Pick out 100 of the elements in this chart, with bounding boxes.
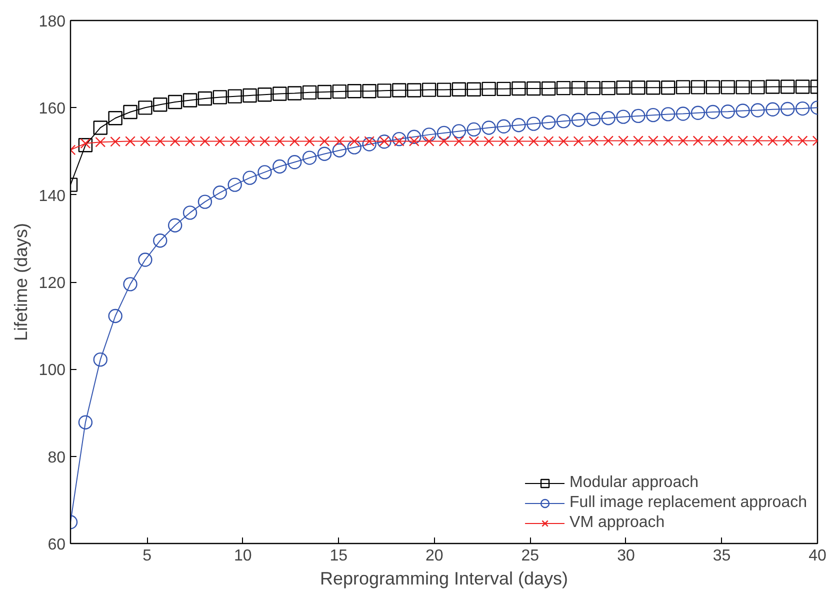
point <box>795 101 810 116</box>
point <box>230 136 240 146</box>
point <box>407 83 422 98</box>
point <box>571 112 586 127</box>
point <box>736 104 750 118</box>
point <box>512 118 526 132</box>
point <box>424 136 434 146</box>
point <box>182 206 198 220</box>
point <box>244 136 255 146</box>
point <box>452 82 466 96</box>
point <box>706 104 720 120</box>
point <box>392 83 406 98</box>
point <box>706 80 720 94</box>
point <box>468 136 480 146</box>
point <box>618 136 628 146</box>
point <box>514 136 524 146</box>
x-tick-label: 5 <box>142 548 152 564</box>
point <box>362 137 376 152</box>
point <box>767 136 778 146</box>
point <box>407 130 422 144</box>
point <box>528 136 539 146</box>
point <box>362 84 376 98</box>
point <box>556 80 571 96</box>
point <box>676 106 690 121</box>
point <box>153 98 168 112</box>
point <box>482 82 496 96</box>
point <box>108 308 122 324</box>
point <box>272 86 287 101</box>
legend-label: Modular approach <box>570 474 698 492</box>
point <box>782 136 793 146</box>
point <box>797 136 808 146</box>
point <box>198 194 212 209</box>
y-tick-label: 180 <box>38 14 66 30</box>
point <box>588 136 599 146</box>
point <box>228 89 242 104</box>
point <box>722 136 734 146</box>
point <box>454 136 464 146</box>
y-axis-title: Lifetime (days) <box>10 222 31 342</box>
point <box>690 80 706 94</box>
point <box>123 104 138 120</box>
point <box>138 100 152 115</box>
point <box>646 108 660 122</box>
point <box>93 120 108 135</box>
point <box>496 119 511 134</box>
point <box>466 122 481 137</box>
point <box>125 136 136 146</box>
point <box>110 136 121 147</box>
point <box>288 155 302 170</box>
point <box>498 136 509 146</box>
legend-label: VM approach <box>570 514 665 532</box>
x-tick-label: 35 <box>712 548 731 564</box>
point <box>541 81 556 96</box>
point <box>153 234 168 248</box>
point <box>334 136 345 146</box>
point <box>750 80 765 94</box>
point <box>260 136 270 146</box>
point <box>228 178 242 192</box>
point <box>258 165 272 180</box>
point <box>571 80 586 96</box>
point <box>708 136 718 146</box>
point <box>633 136 644 146</box>
point <box>108 111 122 126</box>
point <box>541 115 556 130</box>
point <box>526 116 541 131</box>
point <box>512 81 526 96</box>
point <box>556 114 571 128</box>
point <box>347 140 362 154</box>
point <box>170 136 180 146</box>
point <box>616 80 630 95</box>
point <box>78 138 93 152</box>
point <box>319 136 330 146</box>
x-tick-label: 40 <box>808 548 826 564</box>
point <box>242 170 257 185</box>
point <box>676 80 690 94</box>
point <box>198 91 212 106</box>
point <box>168 94 182 110</box>
point <box>720 80 735 94</box>
point <box>182 93 198 108</box>
point <box>466 82 481 96</box>
point <box>646 80 660 95</box>
y-tick-label: 80 <box>48 449 66 466</box>
point <box>661 80 676 95</box>
point <box>482 120 496 135</box>
point <box>601 111 616 126</box>
point <box>304 136 315 146</box>
point <box>766 80 780 94</box>
point <box>288 86 302 100</box>
point <box>436 126 452 140</box>
point <box>242 88 257 103</box>
point <box>422 82 436 97</box>
y-tick-label: 120 <box>38 275 66 292</box>
point <box>526 81 541 96</box>
point <box>317 84 332 100</box>
point <box>302 85 317 100</box>
point <box>558 136 569 146</box>
point <box>631 80 646 95</box>
point <box>780 102 795 116</box>
point <box>123 277 138 292</box>
point <box>543 136 554 146</box>
point <box>274 136 285 146</box>
